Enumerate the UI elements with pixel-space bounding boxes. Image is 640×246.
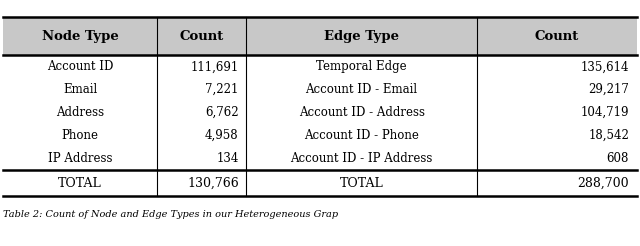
- Text: 134: 134: [216, 152, 239, 165]
- Text: Edge Type: Edge Type: [324, 30, 399, 43]
- Text: 29,217: 29,217: [588, 83, 629, 96]
- Text: 111,691: 111,691: [191, 60, 239, 73]
- Text: Address: Address: [56, 106, 104, 119]
- Text: Count: Count: [179, 30, 224, 43]
- Text: Account ID - Address: Account ID - Address: [299, 106, 424, 119]
- Text: IP Address: IP Address: [48, 152, 112, 165]
- Text: TOTAL: TOTAL: [58, 177, 102, 189]
- Text: 130,766: 130,766: [187, 177, 239, 189]
- Text: TOTAL: TOTAL: [340, 177, 383, 189]
- Text: 135,614: 135,614: [580, 60, 629, 73]
- Text: 608: 608: [607, 152, 629, 165]
- Text: 4,958: 4,958: [205, 129, 239, 142]
- Text: 7,221: 7,221: [205, 83, 239, 96]
- Text: 104,719: 104,719: [580, 106, 629, 119]
- Text: 18,542: 18,542: [588, 129, 629, 142]
- Text: Account ID - IP Address: Account ID - IP Address: [291, 152, 433, 165]
- Text: Account ID - Email: Account ID - Email: [305, 83, 418, 96]
- Text: 6,762: 6,762: [205, 106, 239, 119]
- Text: Account ID: Account ID: [47, 60, 113, 73]
- Text: Email: Email: [63, 83, 97, 96]
- Text: Account ID - Phone: Account ID - Phone: [304, 129, 419, 142]
- Text: Phone: Phone: [61, 129, 99, 142]
- Text: Temporal Edge: Temporal Edge: [316, 60, 407, 73]
- Text: Table 2: Count of Node and Edge Types in our Heterogeneous Grap: Table 2: Count of Node and Edge Types in…: [3, 210, 339, 219]
- Text: Node Type: Node Type: [42, 30, 118, 43]
- Text: Count: Count: [534, 30, 579, 43]
- Text: 288,700: 288,700: [577, 177, 629, 189]
- Bar: [3, 17, 637, 55]
